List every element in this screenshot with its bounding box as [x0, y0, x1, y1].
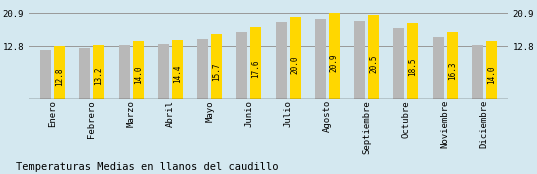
Bar — [408, 23, 418, 99]
Bar — [172, 40, 183, 99]
Bar — [133, 41, 144, 99]
Text: 15.7: 15.7 — [212, 62, 221, 81]
Bar — [236, 32, 248, 99]
Bar — [289, 17, 301, 99]
Text: 20.0: 20.0 — [291, 55, 300, 74]
Bar — [158, 44, 169, 99]
Bar — [472, 45, 483, 99]
Text: 20.9: 20.9 — [330, 53, 339, 72]
Text: 18.5: 18.5 — [409, 58, 417, 76]
Text: 14.0: 14.0 — [134, 65, 143, 84]
Bar — [197, 39, 208, 99]
Text: 16.3: 16.3 — [448, 61, 456, 80]
Bar — [486, 41, 497, 99]
Bar — [393, 28, 404, 99]
Bar — [329, 13, 340, 99]
Bar — [315, 19, 326, 99]
Bar — [119, 45, 129, 99]
Text: 14.4: 14.4 — [173, 65, 182, 83]
Bar — [54, 46, 65, 99]
Text: 17.6: 17.6 — [251, 59, 260, 78]
Bar — [93, 45, 105, 99]
Bar — [447, 32, 458, 99]
Bar — [275, 22, 287, 99]
Text: 13.2: 13.2 — [95, 67, 104, 85]
Bar — [79, 48, 90, 99]
Text: Temperaturas Medias en llanos del caudillo: Temperaturas Medias en llanos del caudil… — [16, 162, 279, 172]
Text: 12.8: 12.8 — [55, 67, 64, 86]
Text: 20.5: 20.5 — [369, 54, 378, 73]
Bar — [250, 27, 262, 99]
Bar — [432, 37, 444, 99]
Text: 14.0: 14.0 — [487, 65, 496, 84]
Bar — [368, 15, 379, 99]
Bar — [211, 34, 222, 99]
Bar — [40, 50, 51, 99]
Bar — [354, 21, 365, 99]
